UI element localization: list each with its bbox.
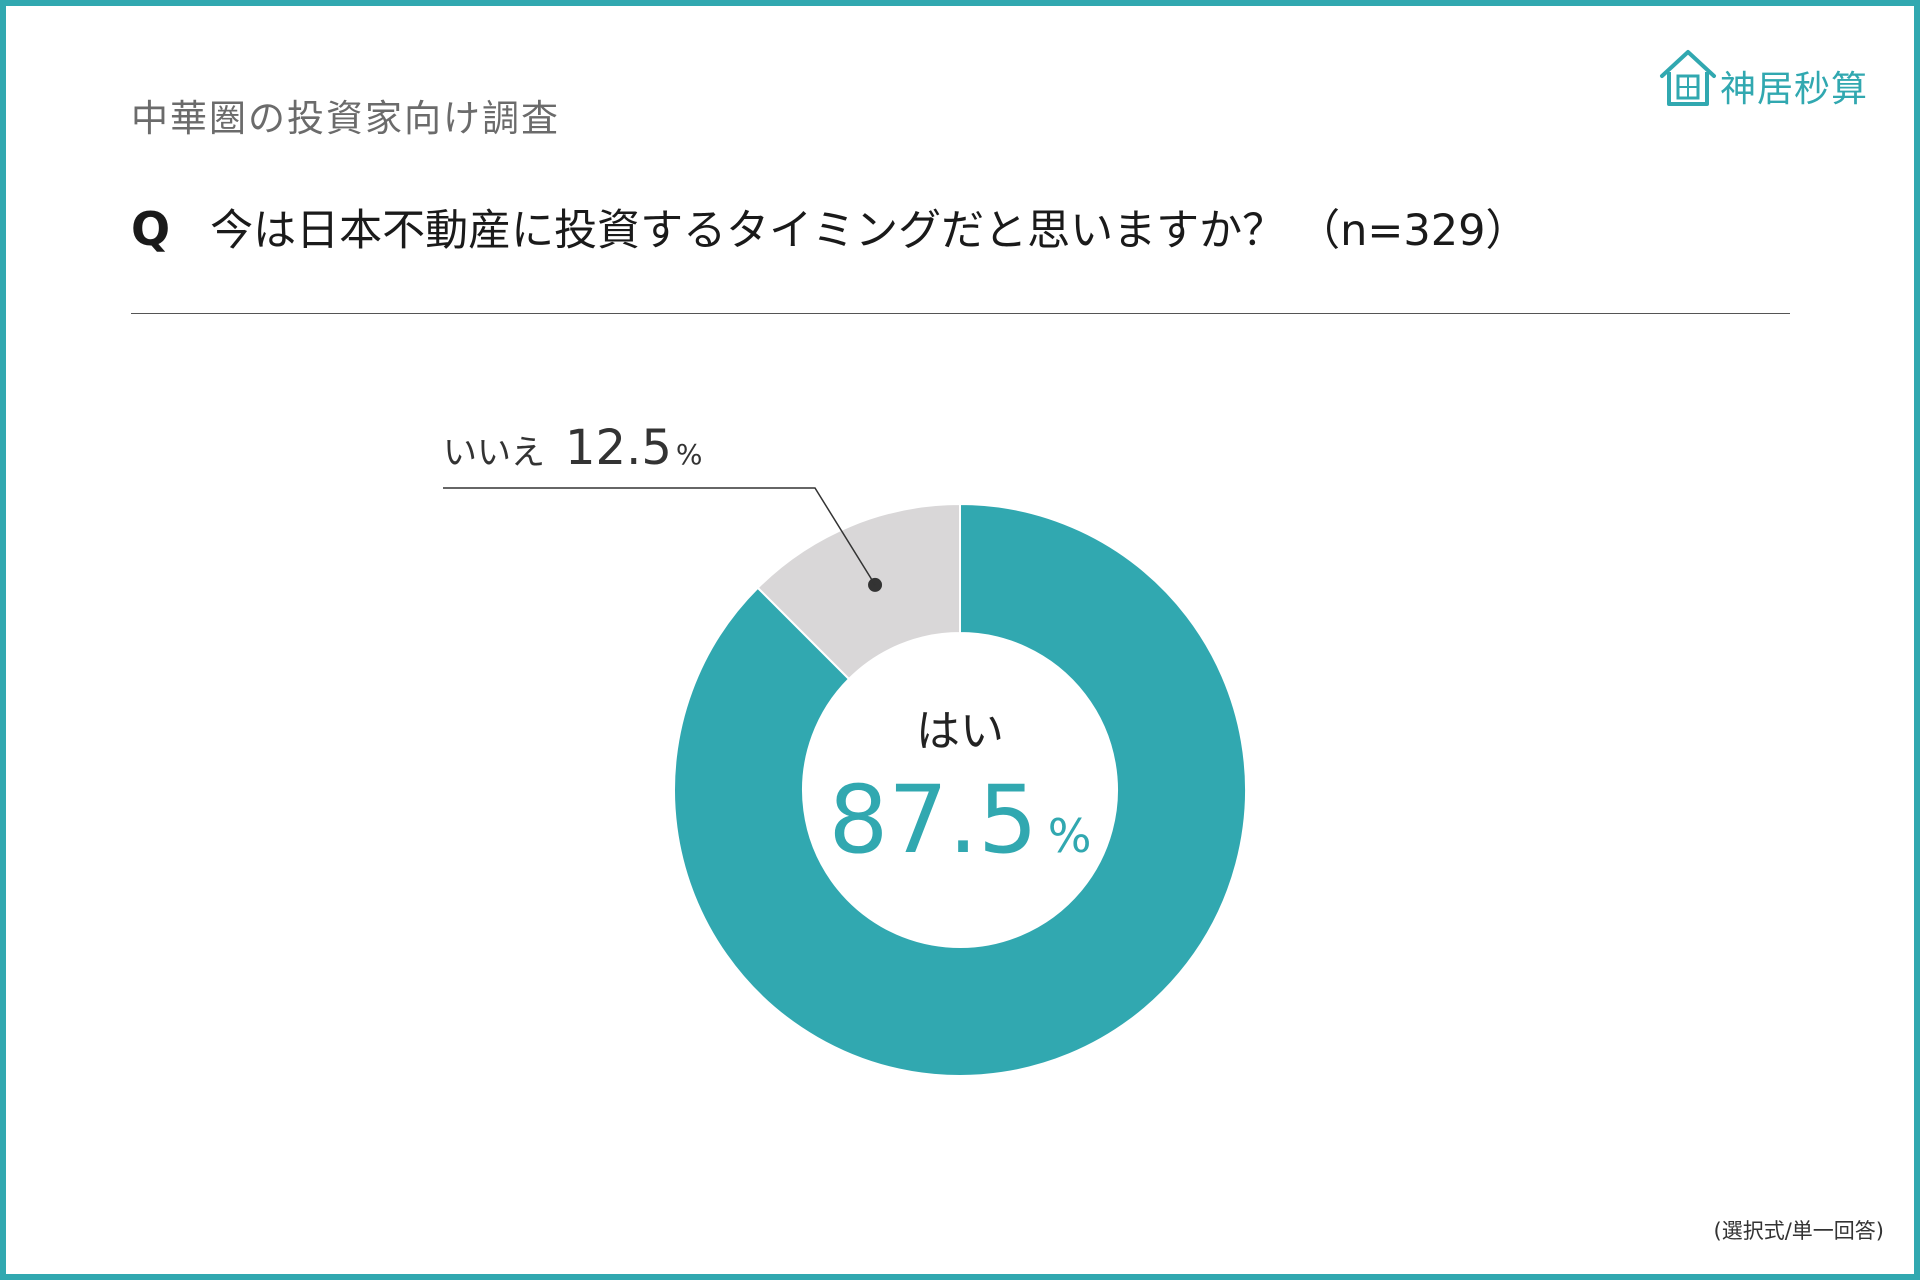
sample-size: （n=329） <box>1297 206 1529 256</box>
question-text: 今は日本不動産に投資するタイミングだと思いますか？ <box>210 206 1286 256</box>
logo-text: 神居秒算 <box>1720 69 1869 110</box>
footnote: (選択式/単一回答) <box>1713 1219 1884 1243</box>
house-icon <box>1660 50 1716 106</box>
question-heading: Q 今は日本不動産に投資するタイミングだと思いますか？ （n=329） <box>131 196 1528 258</box>
callout-line <box>443 487 876 586</box>
survey-label: 中華圏の投資家向け調査 <box>131 97 560 140</box>
question-mark: Q <box>131 202 171 256</box>
callout-label: いいえ 12.5% <box>443 420 702 476</box>
slice-2 <box>756 502 961 681</box>
center-value-label: 87.5% <box>828 766 1091 875</box>
divider <box>131 313 1790 314</box>
brand-logo: 神居秒算 <box>1658 46 1878 116</box>
center-category-label: はい <box>916 706 1004 757</box>
